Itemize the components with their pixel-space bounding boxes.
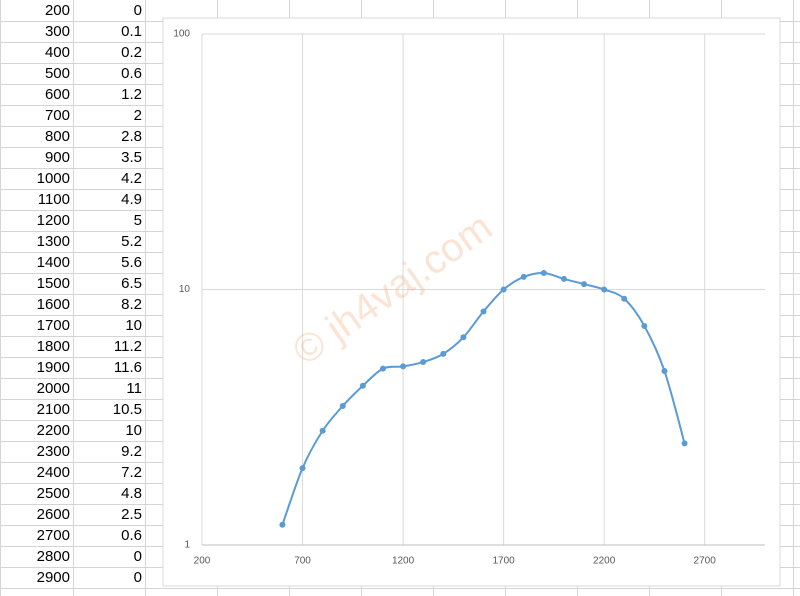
point: [681, 440, 688, 447]
cell: 2300: [37, 443, 70, 460]
cell: 7.2: [121, 464, 142, 481]
cell: 11.2: [114, 338, 142, 355]
cell: 2: [134, 107, 142, 124]
cell: 800: [45, 128, 70, 145]
cell: 4.2: [121, 170, 142, 187]
cell: 5.2: [121, 233, 142, 250]
cell: 5: [134, 212, 142, 229]
point: [500, 286, 507, 293]
cell: 1.2: [121, 86, 142, 103]
cell: 4.8: [121, 485, 142, 502]
point: [661, 367, 668, 374]
cell: 2000: [37, 380, 70, 397]
cell: 2500: [37, 485, 70, 502]
cell: 0: [134, 2, 142, 19]
cell: 2400: [37, 464, 70, 481]
cell: 10: [125, 422, 142, 439]
x-tick-label: 2200: [593, 556, 616, 567]
chart: 200 700 1200 1700 2200 2700 1 10 100: [173, 29, 765, 567]
cell: 2100: [37, 401, 70, 418]
cell: 400: [45, 44, 70, 61]
cell: 700: [45, 107, 70, 124]
cell: 500: [45, 65, 70, 82]
x-tick-label: 200: [194, 556, 211, 567]
cell: 2800: [37, 548, 70, 565]
y-tick-label: 1: [184, 540, 190, 551]
cell: 6.5: [121, 275, 142, 292]
cell: 1000: [37, 170, 70, 187]
point: [359, 382, 366, 389]
cell: 600: [45, 86, 70, 103]
cell: 0: [134, 548, 142, 565]
point: [279, 521, 286, 528]
point: [460, 334, 467, 341]
chart-area: [162, 17, 781, 587]
point: [480, 308, 487, 315]
cell: 0.6: [121, 527, 142, 544]
x-tick-label: 1700: [492, 556, 515, 567]
cell: 1200: [37, 212, 70, 229]
y-tick-label: 10: [179, 284, 191, 295]
cell: 5.6: [121, 254, 142, 271]
cell: 4.9: [121, 191, 142, 208]
cell: 1400: [37, 254, 70, 271]
cell: 2.8: [121, 128, 142, 145]
point: [379, 365, 386, 372]
cell: 1700: [37, 317, 70, 334]
point: [581, 281, 588, 288]
point: [540, 270, 547, 277]
point: [440, 350, 447, 357]
point: [420, 359, 427, 366]
cell: 0.1: [121, 23, 142, 40]
cell: 8.2: [121, 296, 142, 313]
x-tick-label: 1200: [392, 556, 415, 567]
cell: 2700: [37, 527, 70, 544]
cell: 3.5: [121, 149, 142, 166]
cell: 1500: [37, 275, 70, 292]
cell: 1800: [37, 338, 70, 355]
cell: 1900: [37, 359, 70, 376]
cell: 0.6: [121, 65, 142, 82]
cell: 900: [45, 149, 70, 166]
point: [299, 465, 306, 472]
cell: 11.6: [114, 359, 142, 376]
cell: 10.5: [113, 401, 142, 418]
cell: 1100: [38, 191, 70, 208]
cell: 2900: [37, 569, 70, 586]
cell: 2.5: [121, 506, 142, 523]
cell: 2600: [37, 506, 70, 523]
point: [601, 286, 608, 293]
cell: 1300: [37, 233, 70, 250]
point: [621, 295, 628, 302]
y-tick-label: 100: [173, 29, 190, 40]
cell: 11: [126, 380, 142, 397]
cell: 0: [134, 569, 142, 586]
point: [641, 322, 648, 329]
point: [520, 273, 527, 280]
point: [339, 402, 346, 409]
point: [400, 363, 407, 370]
cell: 2200: [37, 422, 70, 439]
cell: 9.2: [121, 443, 142, 460]
point: [319, 427, 326, 434]
cell: 1600: [37, 296, 70, 313]
cell: 200: [45, 2, 70, 19]
point: [560, 275, 567, 282]
x-tick-label: 700: [294, 556, 311, 567]
cell: 0.2: [121, 44, 142, 61]
cell: 10: [125, 317, 142, 334]
cell: 300: [45, 23, 70, 40]
x-tick-label: 2700: [694, 556, 717, 567]
